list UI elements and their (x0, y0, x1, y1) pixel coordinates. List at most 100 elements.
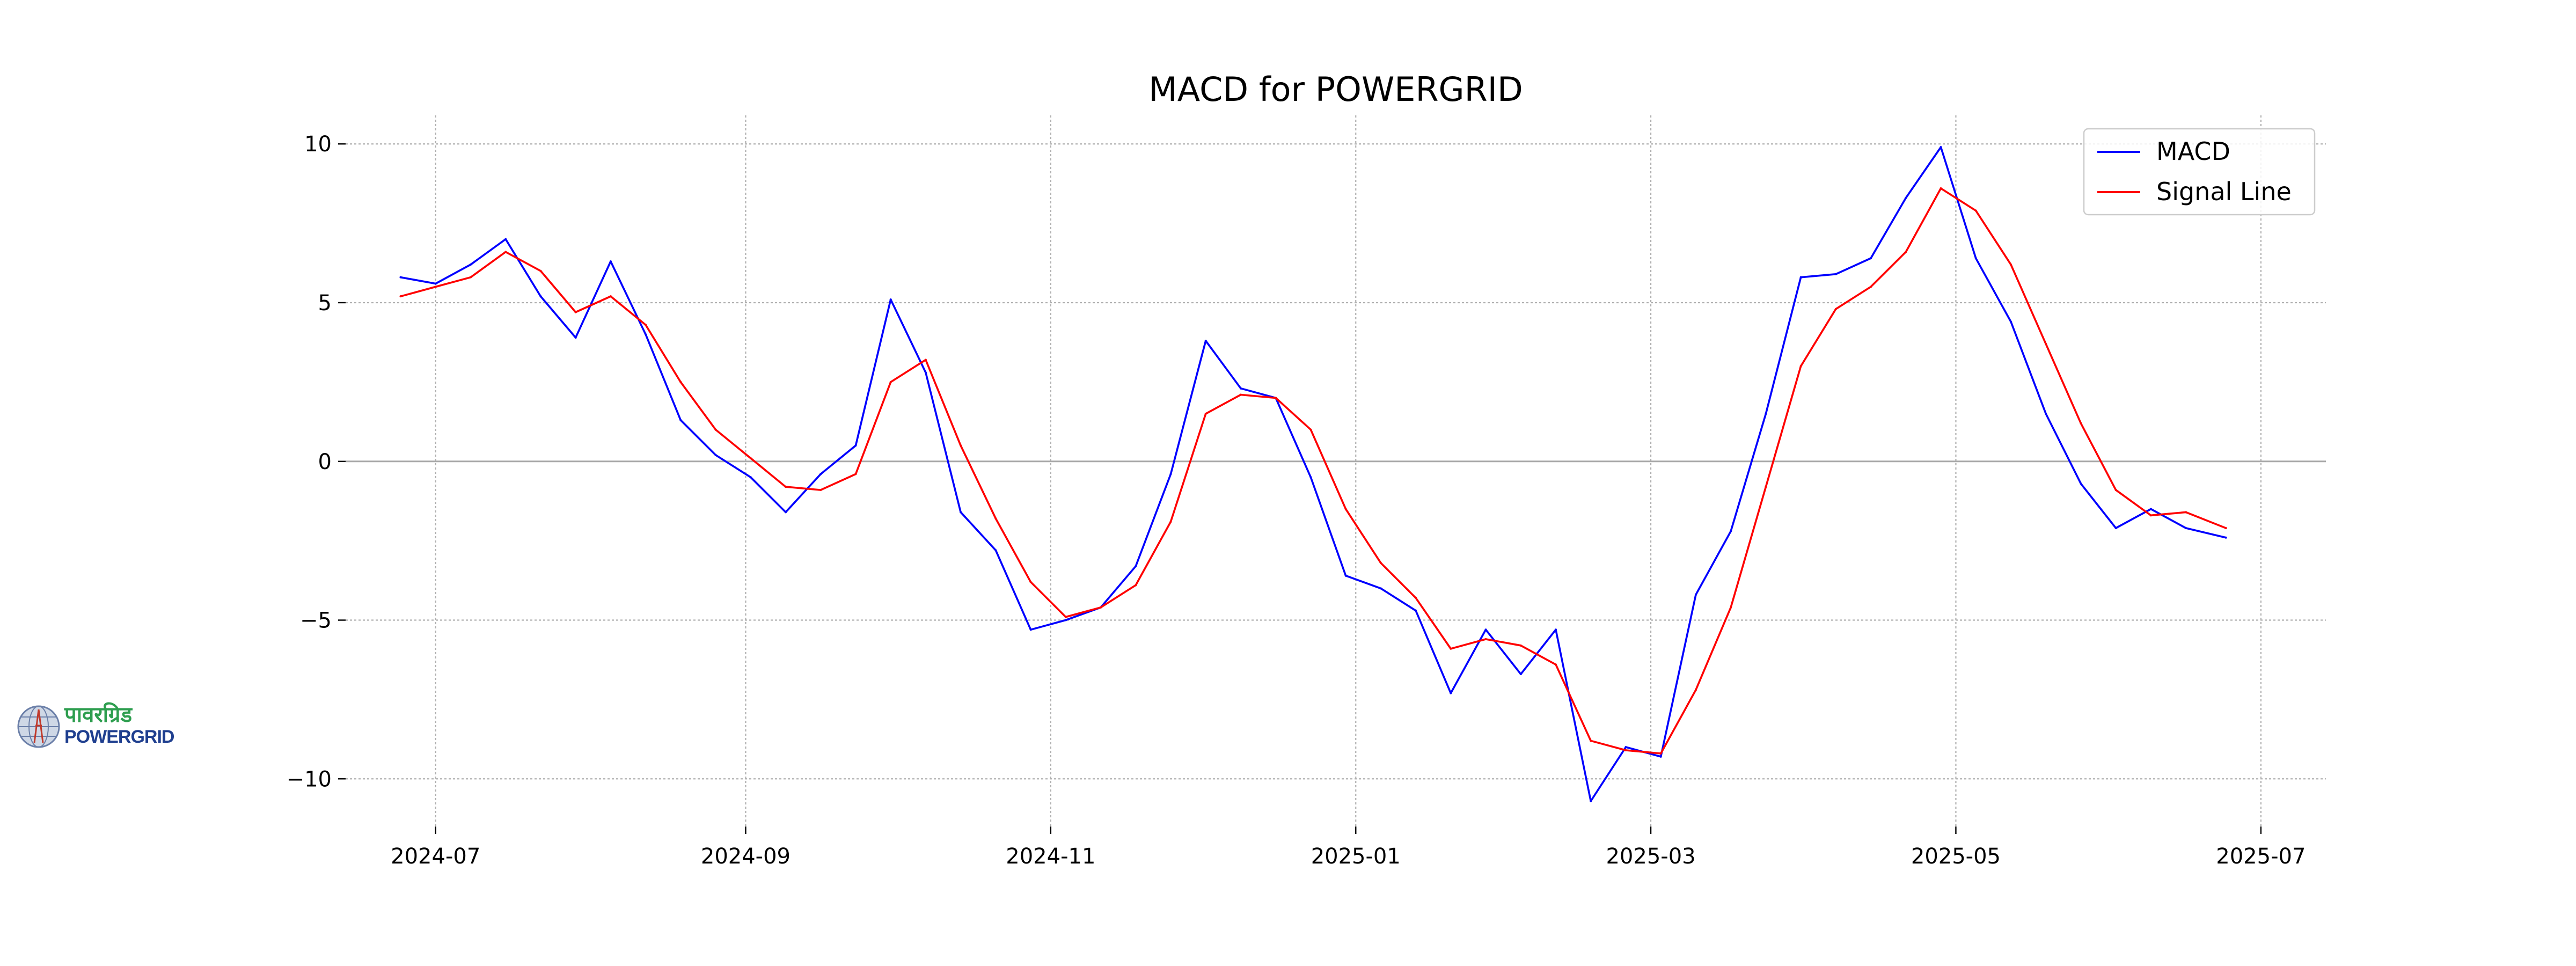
signal-line-point (1275, 397, 1277, 399)
signal-line-point (1590, 740, 1592, 742)
x-tick-label: 2024-07 (391, 844, 480, 869)
signal-line-point (1415, 597, 1417, 599)
macd-point (609, 260, 612, 263)
signal-line-point (539, 269, 542, 272)
macd-point (1555, 628, 1557, 631)
signal-line-point (1765, 486, 1767, 488)
legend-box (2083, 128, 2316, 216)
legend-label-macd: MACD (2156, 137, 2230, 166)
macd-point (819, 473, 822, 475)
y-tick-label: 0 (318, 450, 332, 474)
signal-line-point (1169, 521, 1172, 523)
macd-point (1659, 755, 1662, 758)
signal-line-point (2114, 488, 2117, 491)
macd-line (399, 146, 2227, 802)
macd-point (714, 453, 717, 456)
signal-line-point (1135, 584, 1137, 587)
macd-point (785, 511, 787, 514)
signal-line-point (1834, 308, 1837, 310)
globe-icon (17, 705, 60, 748)
macd-point (1309, 476, 1312, 479)
macd-point (434, 282, 437, 285)
signal-line-point (889, 380, 892, 383)
signal-line-point (679, 380, 682, 383)
signal-line-point (1905, 251, 1907, 253)
signal-line-point (924, 358, 927, 361)
macd-point (2149, 508, 2152, 510)
macd-point (539, 295, 542, 298)
signal-line-point (574, 311, 577, 313)
macd-point (1239, 387, 1242, 390)
signal-line-point (1799, 365, 1802, 368)
signal-line-point (1624, 749, 1627, 752)
signal-line-point (749, 457, 752, 459)
signal-line-point (2149, 514, 2152, 517)
macd-point (960, 511, 962, 514)
signal-line-point (2080, 422, 2082, 425)
macd-point (1344, 574, 1347, 577)
y-tick-label: −10 (287, 767, 332, 792)
macd-point (1905, 196, 1907, 199)
signal-line-point (1659, 752, 1662, 755)
macd-point (1974, 257, 1977, 260)
signal-line-point (1029, 581, 1032, 583)
signal-line-point (1064, 616, 1067, 618)
signal-line-point (1309, 428, 1312, 431)
signal-line-point (1379, 562, 1382, 565)
x-tick-label: 2025-03 (1606, 844, 1695, 869)
signal-line-point (1519, 644, 1522, 647)
macd-point (1870, 257, 1872, 260)
signal-line-point (1974, 209, 1977, 212)
macd-point (1624, 746, 1627, 749)
macd-point (504, 238, 507, 240)
y-tick-label: −5 (300, 609, 332, 633)
y-tick-label: 5 (318, 291, 332, 316)
macd-point (749, 476, 752, 479)
signal-line-point (1100, 606, 1102, 609)
macd-point (1730, 530, 1732, 532)
macd-point (1135, 565, 1137, 567)
x-tick-label: 2024-09 (701, 844, 791, 869)
powergrid-logo: पावरग्रिड POWERGRID (16, 702, 174, 751)
macd-point (889, 298, 892, 301)
macd-point (679, 419, 682, 421)
macd-point (2185, 526, 2187, 529)
macd-point (924, 371, 927, 374)
logo-text-latin: POWERGRID (64, 727, 174, 747)
signal-line-point (1344, 508, 1347, 510)
signal-line-point (819, 488, 822, 491)
macd-point (1484, 628, 1487, 631)
signal-line-line (399, 187, 2227, 755)
macd-point (2224, 536, 2227, 539)
macd-point (994, 549, 997, 552)
macd-point (1029, 628, 1032, 631)
signal-line-point (2185, 511, 2187, 514)
x-tick-label: 2025-07 (2216, 844, 2306, 869)
macd-point (1799, 276, 1802, 279)
signal-line-point (1484, 638, 1487, 641)
signal-line-point (960, 444, 962, 447)
macd-point (1204, 339, 1207, 342)
macd-point (2080, 482, 2082, 485)
macd-point (1169, 473, 1172, 475)
macd-point (1450, 692, 1452, 694)
macd-point (469, 264, 472, 266)
macd-point (1765, 413, 1767, 415)
macd-point (574, 336, 577, 339)
macd-point (1379, 587, 1382, 590)
macd-point (2009, 320, 2012, 323)
legend-label-signal-line: Signal Line (2156, 177, 2292, 206)
signal-line-point (714, 428, 717, 431)
signal-line-point (399, 295, 402, 298)
macd-point (1694, 594, 1697, 596)
macd-point (399, 276, 402, 279)
macd-point (1415, 609, 1417, 612)
macd-point (1940, 146, 1942, 149)
signal-line-point (994, 517, 997, 520)
signal-line-point (1870, 286, 1872, 288)
logo-text-devanagari: पावरग्रिड (64, 702, 132, 727)
signal-line-point (1730, 606, 1732, 609)
signal-line-point (785, 486, 787, 488)
